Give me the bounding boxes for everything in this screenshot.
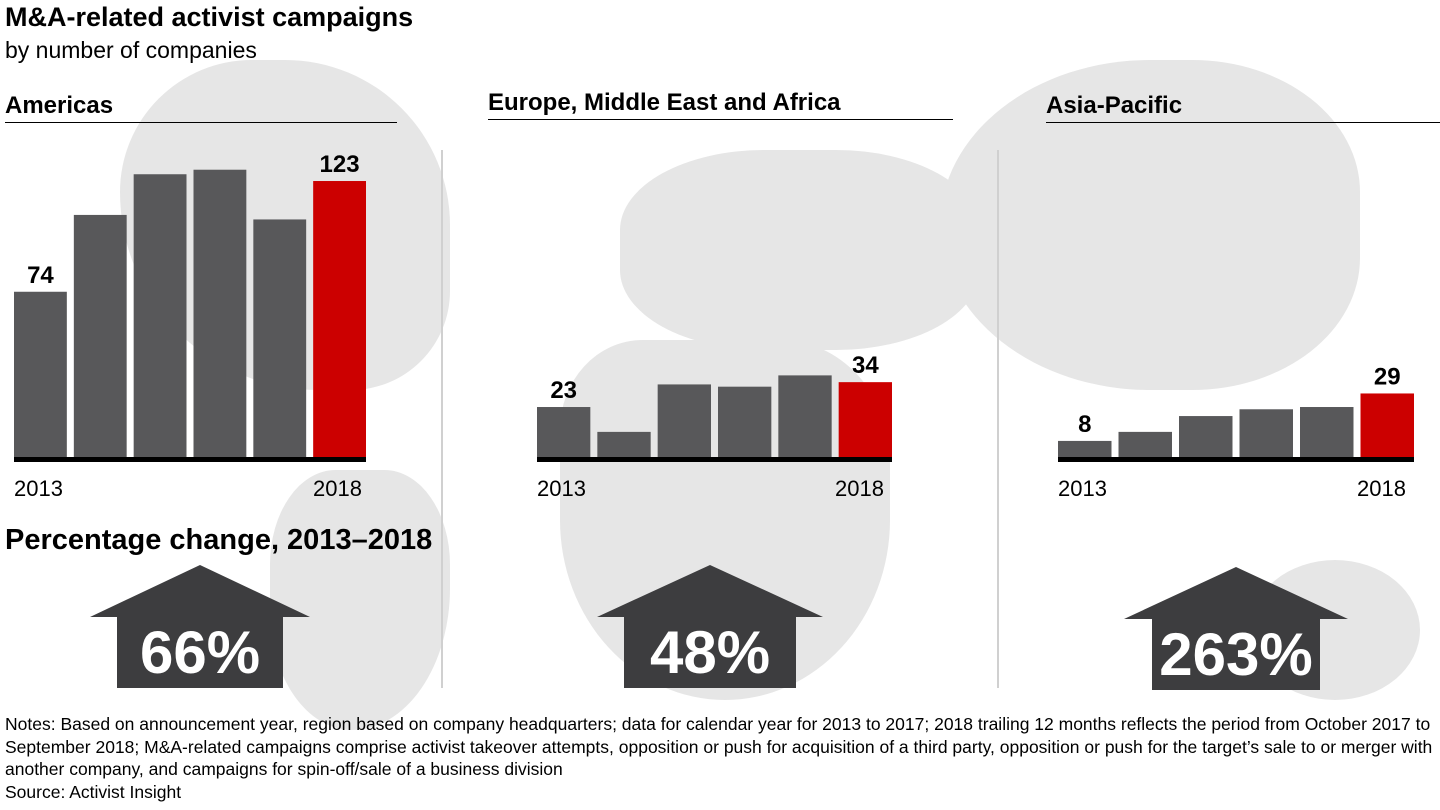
- region-title-apac: Asia-Pacific: [1046, 92, 1440, 123]
- bar-americas-2018: [313, 181, 366, 459]
- bar-americas-2013: [14, 291, 67, 459]
- tick-label-apac-2018: 2018: [1357, 476, 1406, 501]
- axis-line-americas: [14, 457, 366, 462]
- data-label-emea-2018: 34: [852, 352, 879, 379]
- data-label-apac-2013: 8: [1078, 411, 1091, 438]
- percent-change-emea: 48%: [650, 619, 770, 686]
- bar-apac-2015: [1179, 416, 1233, 459]
- notes-text: Notes: Based on announcement year, regio…: [5, 714, 1433, 779]
- tick-label-emea-2018: 2018: [835, 476, 884, 501]
- map-background-asia: [940, 60, 1360, 390]
- bar-emea-2014: [597, 431, 651, 459]
- bar-apac-2014: [1118, 431, 1172, 459]
- up-arrow-icon-americas: [90, 565, 310, 688]
- chart-title: M&A-related activist campaigns: [5, 2, 414, 32]
- bar-emea-2013: [537, 407, 591, 459]
- percentage-change-title: Percentage change, 2013–2018: [5, 524, 433, 556]
- bar-americas-2016: [193, 169, 247, 459]
- source-text: Source: Activist Insight: [5, 781, 182, 802]
- up-arrow-icon-emea: [597, 565, 823, 688]
- percent-change-americas: 66%: [140, 619, 260, 686]
- map-background-south-america: [270, 470, 450, 730]
- tick-label-americas-2013: 2013: [14, 476, 63, 501]
- bar-emea-2018: [838, 382, 892, 459]
- data-label-americas-2018: 123: [320, 151, 360, 178]
- percent-change-apac: 263%: [1159, 621, 1312, 688]
- bar-apac-2013: [1058, 440, 1112, 459]
- tick-label-emea-2013: 2013: [537, 476, 586, 501]
- up-arrow-icon-apac: [1124, 567, 1348, 690]
- bar-apac-2016: [1239, 409, 1293, 459]
- region-title-americas: Americas: [5, 92, 397, 123]
- bar-americas-2014: [73, 214, 127, 459]
- data-label-apac-2018: 29: [1374, 363, 1401, 390]
- axis-line-apac: [1058, 457, 1414, 462]
- bar-apac-2017: [1300, 407, 1354, 459]
- divider-1: [441, 150, 443, 688]
- bar-americas-2015: [133, 174, 187, 460]
- bar-emea-2015: [657, 384, 711, 459]
- divider-2: [997, 150, 999, 688]
- chart-subtitle: by number of companies: [5, 37, 257, 63]
- bar-apac-2018: [1360, 393, 1414, 459]
- tick-label-americas-2018: 2018: [313, 476, 362, 501]
- tick-label-apac-2013: 2013: [1058, 476, 1107, 501]
- bar-americas-2017: [253, 219, 307, 459]
- region-title-emea: Europe, Middle East and Africa: [488, 89, 953, 120]
- data-label-americas-2013: 74: [27, 262, 54, 289]
- notes: Notes: Based on announcement year, regio…: [5, 713, 1440, 803]
- data-label-emea-2013: 23: [550, 377, 577, 404]
- map-background-europe: [620, 150, 980, 350]
- axis-line-emea: [537, 457, 892, 462]
- bar-emea-2017: [778, 375, 832, 459]
- bar-emea-2016: [718, 386, 772, 459]
